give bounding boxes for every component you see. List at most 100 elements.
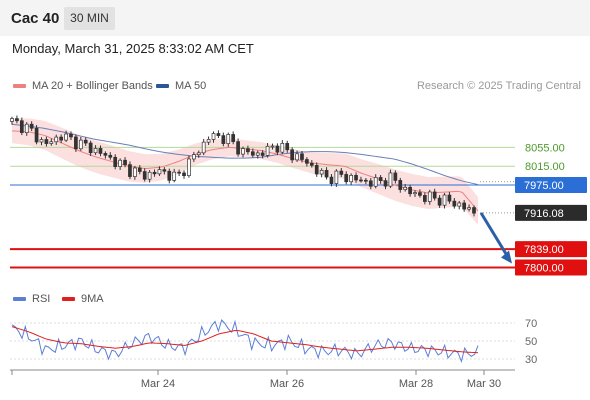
candle-body	[270, 145, 275, 148]
legend-9ma: 9MA	[62, 293, 104, 305]
timestamp: Monday, March 31, 2025 8:33:02 AM CET	[12, 41, 254, 56]
candle-body	[388, 172, 393, 187]
candle-body	[265, 145, 270, 156]
candle-body	[113, 156, 118, 167]
legend-rsi-label: RSI	[32, 293, 51, 305]
candle-body	[344, 174, 349, 183]
candle-body	[250, 151, 255, 156]
candle-body	[398, 180, 403, 190]
candle-body	[314, 164, 319, 175]
candle-body	[24, 123, 29, 133]
candle-body	[457, 202, 462, 207]
candle-body	[118, 159, 122, 167]
level-tag-7839.00	[515, 241, 587, 258]
candle-body	[241, 148, 245, 155]
candle-body	[157, 169, 162, 175]
forecast-arrow-shaft	[479, 212, 509, 257]
candle-body	[137, 167, 142, 172]
candle-body	[216, 133, 221, 136]
candle-body	[373, 177, 378, 187]
level-label-7839.00: 7839.00	[524, 244, 564, 256]
candle-body	[196, 152, 201, 156]
candle-body	[309, 162, 314, 166]
candle-body	[54, 136, 59, 143]
candle-body	[83, 139, 88, 144]
candle-body	[93, 148, 98, 154]
candle-body	[142, 171, 147, 180]
candle-body	[275, 145, 280, 153]
candle-body	[305, 159, 309, 164]
candle-body	[255, 152, 260, 156]
instrument-title: Cac 40	[11, 10, 60, 27]
candle-body	[231, 134, 236, 142]
candle-body	[177, 171, 181, 174]
candle-body	[128, 164, 132, 177]
level-label-7800.00: 7800.00	[524, 263, 564, 275]
candle-body	[359, 179, 363, 182]
candle-body	[29, 123, 34, 129]
rsi-tick-label: 70	[525, 318, 537, 330]
legend-9ma-label: 9MA	[81, 293, 104, 305]
level-label-8055.00: 8055.00	[525, 142, 565, 154]
candle-body	[462, 202, 467, 210]
x-axis-label-2: Mar 28	[399, 378, 433, 390]
candle-body	[324, 170, 329, 178]
legend-ma20: MA 20 + Bollinger Bands	[13, 80, 153, 92]
candle-body	[15, 118, 19, 122]
x-axis-label-1: Mar 26	[270, 378, 304, 390]
candle-body	[349, 175, 353, 183]
ma20-swatch	[13, 84, 26, 89]
candle-body	[339, 170, 344, 175]
candle-body	[408, 186, 412, 195]
candle-body	[221, 135, 226, 144]
candle-body	[123, 159, 127, 165]
candle-body	[447, 194, 452, 202]
candle-body	[383, 180, 388, 187]
candle-body	[334, 170, 339, 184]
legend-rsi: RSI	[13, 293, 50, 305]
candle-body	[167, 170, 172, 181]
candle-body	[300, 153, 304, 160]
candle-body	[452, 200, 457, 207]
level-tag-7975.00	[515, 177, 587, 194]
candle-body	[44, 139, 49, 144]
rsi-tick-label: 50	[525, 336, 537, 348]
timeframe-button[interactable]: 30 MIN	[64, 7, 115, 30]
candle-body	[88, 142, 93, 154]
candle-body	[103, 153, 108, 156]
candle-body	[211, 133, 216, 140]
candle-body	[152, 171, 157, 175]
ma9-swatch	[62, 297, 75, 302]
candle-body	[162, 169, 167, 172]
candle-body	[260, 152, 265, 156]
x-axis-label-3: Mar 30	[467, 378, 501, 390]
candle-body	[393, 172, 398, 181]
level-label-7975.00: 7975.00	[524, 180, 564, 192]
legend-ma20-label: MA 20 + Bollinger Bands	[32, 80, 153, 92]
candle-body	[437, 197, 442, 206]
candle-body	[172, 171, 177, 181]
candle-body	[98, 148, 103, 154]
rsi-ma9-line	[11, 326, 479, 354]
candle-body	[280, 143, 285, 153]
candle-body	[69, 133, 73, 138]
candle-body	[354, 175, 358, 181]
candle-body	[187, 158, 191, 177]
rsi-tick-label: 30	[525, 354, 537, 366]
candle-body	[34, 127, 39, 143]
candle-body	[378, 177, 383, 181]
ma50-swatch	[156, 84, 169, 89]
candle-body	[368, 180, 373, 187]
candle-body	[201, 141, 206, 154]
bollinger-band	[12, 118, 478, 225]
candle-body	[329, 176, 334, 184]
candle-body	[364, 179, 368, 182]
candle-body	[246, 148, 250, 153]
candle-body	[74, 136, 78, 150]
forecast-arrow-head	[501, 250, 512, 264]
candle-body	[59, 136, 63, 141]
level-tag-7800.00	[515, 259, 587, 276]
candle-body	[147, 171, 152, 180]
candle-body	[403, 186, 408, 190]
